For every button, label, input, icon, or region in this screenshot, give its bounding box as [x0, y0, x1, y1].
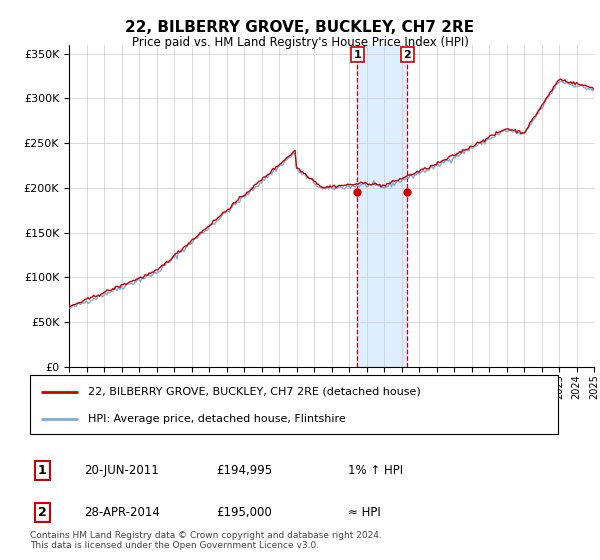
Text: 1: 1	[38, 464, 46, 477]
Text: 22, BILBERRY GROVE, BUCKLEY, CH7 2RE (detached house): 22, BILBERRY GROVE, BUCKLEY, CH7 2RE (de…	[88, 386, 421, 396]
Text: £194,995: £194,995	[216, 464, 272, 477]
FancyBboxPatch shape	[30, 375, 558, 434]
Text: 22, BILBERRY GROVE, BUCKLEY, CH7 2RE: 22, BILBERRY GROVE, BUCKLEY, CH7 2RE	[125, 20, 475, 35]
Text: HPI: Average price, detached house, Flintshire: HPI: Average price, detached house, Flin…	[88, 414, 346, 424]
Text: ≈ HPI: ≈ HPI	[348, 506, 381, 519]
Text: 28-APR-2014: 28-APR-2014	[84, 506, 160, 519]
Text: 1: 1	[353, 50, 361, 59]
Text: Contains HM Land Registry data © Crown copyright and database right 2024.
This d: Contains HM Land Registry data © Crown c…	[30, 530, 382, 550]
Text: £195,000: £195,000	[216, 506, 272, 519]
Bar	[357, 45, 407, 367]
Text: 2: 2	[38, 506, 46, 519]
Text: Price paid vs. HM Land Registry's House Price Index (HPI): Price paid vs. HM Land Registry's House …	[131, 36, 469, 49]
Text: 20-JUN-2011: 20-JUN-2011	[84, 464, 159, 477]
Text: 2: 2	[403, 50, 411, 59]
Text: 1% ↑ HPI: 1% ↑ HPI	[348, 464, 403, 477]
